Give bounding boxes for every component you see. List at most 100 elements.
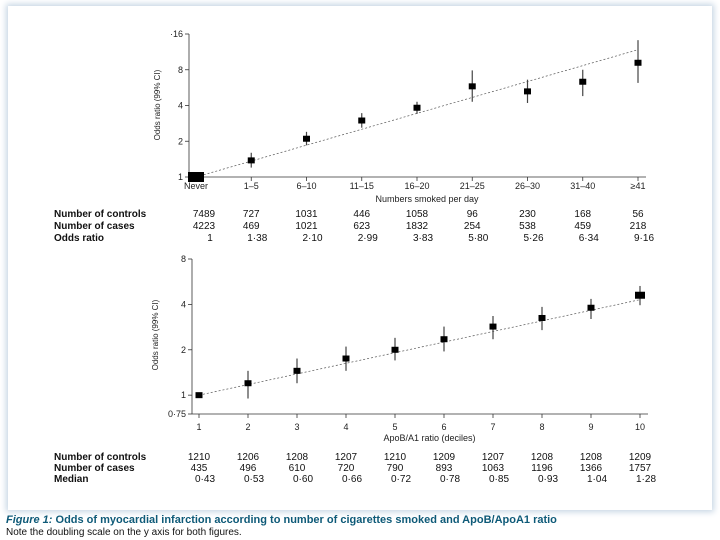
chart1-table-cell: 254	[464, 221, 481, 232]
chart2-xtick-label: 9	[588, 422, 593, 432]
chart2-table-cell: 893	[436, 463, 453, 474]
chart1-table-cell: 4223	[193, 221, 216, 232]
chart1-table-cell: 9·16	[634, 233, 654, 244]
chart1-data-point	[188, 172, 204, 182]
chart2-table-row-label: Number of controls	[54, 452, 147, 463]
chart1-data-point	[634, 59, 642, 66]
chart1-xtick-label: 26–30	[515, 181, 540, 191]
chart2-table-cell: 1366	[580, 463, 603, 474]
chart2-xtick-label: 2	[245, 422, 250, 432]
chart2-table-cell: 1207	[482, 452, 505, 463]
chart1-xtick-label: 21–25	[460, 181, 485, 191]
chart2-table-cell: 1209	[433, 452, 456, 463]
chart2-table-cell: 610	[289, 463, 306, 474]
chart2-data-point	[587, 304, 595, 311]
chart2-table-cell: 0·72	[391, 474, 411, 485]
chart1-table-cell: 1021	[295, 221, 318, 232]
chart1-table-row-label: Number of controls	[54, 209, 147, 220]
chart2-data-point	[342, 355, 350, 362]
chart2-table-cell: 0·85	[489, 474, 509, 485]
chart1-table-cell: 5·80	[468, 233, 488, 244]
chart2-data-point	[195, 392, 203, 399]
chart2-trend-line	[198, 299, 641, 396]
chart2-table-row-label: Number of cases	[54, 463, 135, 474]
chart1-xtick-label: 11–15	[350, 181, 374, 191]
chart2-table-cell: 1·28	[636, 474, 656, 485]
chart1-x-axis-title: Numbers smoked per day	[375, 194, 479, 204]
chart2-table-cell: 0·60	[293, 474, 313, 485]
chart1-data-point	[358, 117, 366, 124]
chart2-table-row-label: Median	[54, 474, 88, 485]
chart2-table-cell: 1210	[384, 452, 407, 463]
chart1-xtick-label: 16–20	[404, 181, 429, 191]
chart1-table-cell: 230	[519, 209, 536, 220]
chart2-data-point	[293, 367, 301, 374]
chart2-x-axis-title: ApoB/A1 ratio (deciles)	[383, 433, 475, 443]
chart1-table-cell: 459	[574, 221, 591, 232]
chart2-data-point	[538, 314, 546, 321]
chart2-xtick-label: 8	[539, 422, 544, 432]
chart1-table-cell: 6·34	[579, 233, 599, 244]
chart1-ytick-label: 4	[178, 101, 183, 111]
chart2-data-point	[391, 346, 399, 353]
figure-caption: Figure 1: Odds of myocardial infarction …	[6, 514, 557, 526]
chart1-xtick-label: ≥41	[631, 181, 646, 191]
chart2-table-cell: 1757	[629, 463, 652, 474]
chart1-table-cell: 218	[630, 221, 647, 232]
chart2-ytick-label: 0·75	[168, 409, 186, 419]
chart2-table-cell: 1207	[335, 452, 358, 463]
chart2-xtick-label: 10	[635, 422, 645, 432]
chart2-table-cell: 1208	[580, 452, 603, 463]
chart1-ytick-label: 1	[178, 172, 183, 182]
chart1-xtick-label: Never	[184, 181, 208, 191]
chart1-table-cell: 168	[574, 209, 591, 220]
chart1-table-cell: 1031	[295, 209, 318, 220]
chart2-table-cell: 435	[191, 463, 208, 474]
chart2-table-cell: 0·78	[440, 474, 460, 485]
chart1-table-cell: 2·10	[302, 233, 322, 244]
chart1-xtick-label: 31–40	[570, 181, 595, 191]
chart2-data-point	[489, 323, 497, 330]
chart1-ytick-label: ·16	[170, 29, 183, 39]
chart1-table-cell: 1·38	[247, 233, 267, 244]
chart2-table-cell: 1208	[286, 452, 309, 463]
chart2-ytick-label: 1	[181, 390, 186, 400]
chart2-table-cell: 0·66	[342, 474, 362, 485]
chart1-table-cell: 446	[353, 209, 370, 220]
chart2-table-cell: 1·04	[587, 474, 607, 485]
chart2-table-cell: 1196	[531, 463, 553, 474]
figure-title: Odds of myocardial infarction according …	[55, 514, 557, 526]
chart1-table-cell: 469	[243, 221, 260, 232]
chart1-table-cell: 623	[353, 221, 370, 232]
chart2-table-cell: 0·53	[244, 474, 264, 485]
chart1-table-cell: 727	[243, 209, 260, 220]
chart1-table-row-label: Number of cases	[54, 221, 135, 232]
chart1-y-axis-title: Odds ratio (99% CI)	[153, 69, 162, 140]
chart1-ytick-label: 2	[178, 136, 183, 146]
chart2-xtick-label: 7	[490, 422, 495, 432]
figure-label: Figure 1:	[6, 514, 53, 526]
figure-note: Note the doubling scale on the y axis fo…	[6, 527, 242, 538]
chart2-xtick-label: 3	[294, 422, 299, 432]
chart2-table-cell: 1210	[188, 452, 211, 463]
chart2-table-cell: 0·93	[538, 474, 558, 485]
chart2-data-point	[244, 380, 252, 387]
chart2-table-cell: 790	[387, 463, 404, 474]
chart2-table-cell: 1206	[237, 452, 260, 463]
chart1-xtick-label: 6–10	[296, 181, 316, 191]
chart2-y-axis-title: Odds ratio (99% CI)	[151, 299, 160, 370]
chart1-table-cell: 96	[467, 209, 479, 220]
chart1-table-cell: 1832	[406, 221, 429, 232]
chart1-table-cell: 5·26	[523, 233, 543, 244]
chart1-data-point	[524, 88, 531, 95]
chart2-table-cell: 0·43	[195, 474, 215, 485]
chart2-data-point	[635, 291, 645, 299]
chart1-data-point	[468, 83, 476, 90]
chart1-data-point	[413, 104, 421, 111]
chart1-table-row-label: Odds ratio	[54, 233, 104, 244]
chart2-table-cell: 496	[240, 463, 257, 474]
chart2-table-cell: 1209	[629, 452, 652, 463]
chart2-data-point	[440, 336, 448, 343]
chart1-xtick-label: 1–5	[244, 181, 259, 191]
